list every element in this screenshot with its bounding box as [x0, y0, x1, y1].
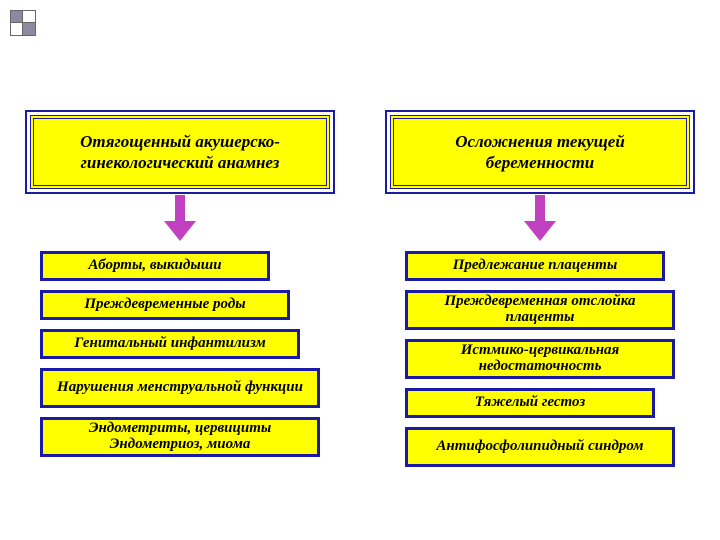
left-items-box-2: Генитальный инфантилизм	[40, 329, 300, 359]
left-header-box: Отягощенный акушерско-гинекологический а…	[30, 115, 330, 189]
left-items-box-3: Нарушения менструальной функции	[40, 368, 320, 408]
left-column: Отягощенный акушерско-гинекологический а…	[30, 115, 330, 476]
diagram-columns: Отягощенный акушерско-гинекологический а…	[0, 115, 720, 476]
left-items-box-0: Аборты, выкидыши	[40, 251, 270, 281]
right-items-box-1: Преждевременная отслойка плаценты	[405, 290, 675, 330]
right-header-box: Осложнения текущей беременности	[390, 115, 690, 189]
left-items-box-4: Эндометриты, цервициты Эндометриоз, миом…	[40, 417, 320, 457]
right-arrow	[522, 195, 558, 243]
right-column: Осложнения текущей беременности Предлежа…	[390, 115, 690, 476]
right-items-box-4: Антифосфолипидный синдром	[405, 427, 675, 467]
left-arrow	[162, 195, 198, 243]
arrow-down-icon	[522, 195, 558, 243]
right-items-box-2: Истмико-цервикальная недостаточность	[405, 339, 675, 379]
right-items-box-0: Предлежание плаценты	[405, 251, 665, 281]
right-items-box-3: Тяжелый гестоз	[405, 388, 655, 418]
left-header-text: Отягощенный акушерско-гинекологический а…	[40, 131, 320, 174]
left-items: Аборты, выкидыши Преждевременные роды Гени…	[40, 251, 320, 466]
arrow-down-icon	[162, 195, 198, 243]
right-header-text: Осложнения текущей беременности	[400, 131, 680, 174]
left-items-box-1: Преждевременные роды	[40, 290, 290, 320]
right-items: Предлежание плаценты Преждевременная отсл…	[405, 251, 675, 476]
